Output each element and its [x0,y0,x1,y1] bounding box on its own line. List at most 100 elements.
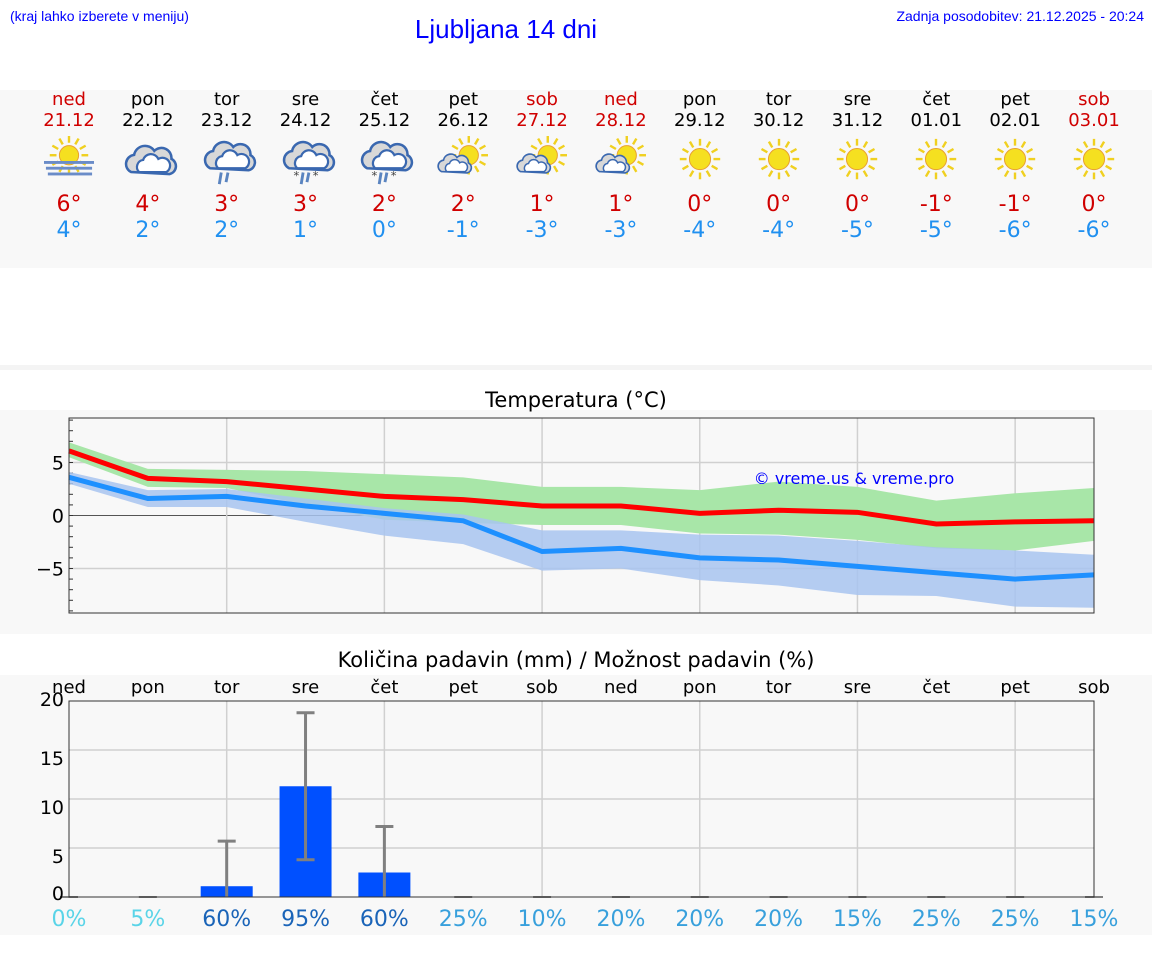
last-updated: Zadnja posodobitev: 21.12.2025 - 20:24 [896,8,1144,24]
location-hint: (kraj lahko izberete v meniju) [10,8,189,24]
max-temperature: 2° [371,192,397,217]
day-name: pet [1000,89,1030,110]
day-forecast: sob 27.12 1° -3° [503,90,581,244]
x-category-label: pet [1000,677,1030,698]
weather-icon-sun [837,138,878,180]
min-temp-line [68,474,1095,582]
precip-probability: 0% [52,907,87,932]
day-forecast: pon 29.12 0° -4° [661,90,739,244]
precip-probability: 25% [991,907,1040,932]
weather-icon-sun [679,138,720,180]
y-tick-label: 5 [52,846,64,868]
x-category-label: ned [52,677,86,698]
min-temperature: 0° [371,218,397,243]
precip-probability: 20% [596,907,645,932]
page-title: Ljubljana 14 dni [414,14,598,44]
max-temperature: 6° [56,192,82,217]
day-date: 28.12 [595,110,647,131]
day-date: 02.01 [989,110,1041,131]
y-tick-label: 20 [40,689,64,711]
min-temperature: 1° [293,218,319,243]
x-category-label: sre [292,677,319,698]
day-forecast: ned 21.12 6° 4° [30,90,108,244]
day-forecast: pon 22.12 4° 2° [109,90,187,244]
day-name: ned [52,89,86,110]
day-forecast: sre 24.12 * * 3° 1° [267,90,345,244]
max-temperature: 1° [608,192,634,217]
min-temperature: -1° [446,218,480,243]
plot-frame [68,700,1095,898]
x-category-label: pet [448,677,478,698]
day-name: sob [526,89,558,110]
precip-probability: 95% [281,907,330,932]
day-date: 31.12 [831,110,884,131]
precipitation-chart-title: Količina padavin (mm) / Možnost padavin … [337,648,815,672]
precip-probability: 20% [675,907,724,932]
max-temperature: 3° [293,192,319,217]
weather-icon-sun-cloud [595,136,646,175]
watermark: © vreme.us & vreme.pro [754,469,955,488]
day-forecast: pet 02.01 -1° -6° [976,90,1054,244]
day-forecast: sob 03.01 0° -6° [1055,90,1133,244]
day-name: pon [682,89,717,110]
weather-icon-cloud-rain [203,140,256,185]
day-forecast: tor 30.12 0° -4° [740,90,818,244]
min-temperature: -5° [919,218,953,243]
day-date: 25.12 [358,110,411,131]
day-name: tor [213,89,240,110]
daily-forecast-strip: ned 21.12 6° 4° pon 22.12 4° 2° tor 23.12 … [0,90,1152,268]
max-temperature: 1° [529,192,555,217]
day-name: ned [603,89,638,110]
day-date: 23.12 [200,110,253,131]
weather-icon-sun [994,138,1036,180]
svg-text:*: * [312,168,318,182]
precip-probability: 25% [439,907,488,932]
max-temp-range-band [69,442,1094,551]
svg-text:*: * [372,168,378,182]
x-category-label: čet [922,677,950,698]
svg-text:*: * [391,168,397,182]
max-temperature: 0° [766,192,792,217]
precip-probability: 5% [130,907,165,932]
day-name: pet [448,89,478,110]
day-forecast: ned 28.12 1° -3° [582,90,660,244]
x-category-label: sob [1078,677,1110,698]
x-category-label: sre [844,677,871,698]
min-temperature: -6° [998,218,1032,243]
y-tick-label: −5 [36,558,64,580]
weather-icon-sun-fog [44,136,94,176]
day-name: čet [922,89,951,110]
precip-probability: 25% [912,907,961,932]
min-temperature: -5° [840,218,874,243]
x-category-label: ned [604,677,638,698]
day-name: sre [843,89,872,110]
min-temperature: 2° [135,218,161,243]
day-date: 29.12 [674,110,726,131]
day-date: 01.01 [910,110,963,131]
precip-probability: 15% [1070,907,1119,932]
min-temperature: -4° [683,218,717,243]
max-temperature: 0° [844,192,870,217]
weather-icon-cloud-sleet: * * [361,140,414,185]
min-temperature: -3° [604,218,638,243]
day-date: 24.12 [279,110,332,131]
weather-icon-sun [916,138,957,180]
day-date: 21.12 [43,110,95,131]
y-tick-label: 0 [52,506,64,528]
weather-icon-sun [758,138,799,180]
max-temperature: -1° [998,192,1032,217]
day-forecast: sre 31.12 0° -5° [818,90,896,244]
day-name: čet [370,89,399,110]
y-tick-label: 0 [52,883,64,905]
y-tick-label: 15 [40,748,64,770]
day-date: 26.12 [437,110,489,131]
precip-probability: 60% [360,907,409,932]
plot-frame [68,417,1095,614]
day-forecast: pet 26.12 2° -1° [424,90,502,244]
weather-icon-cloud-sleet: * * [282,140,335,185]
day-name: sob [1078,89,1110,110]
x-category-label: čet [370,677,398,698]
max-temperature: 4° [135,192,161,217]
